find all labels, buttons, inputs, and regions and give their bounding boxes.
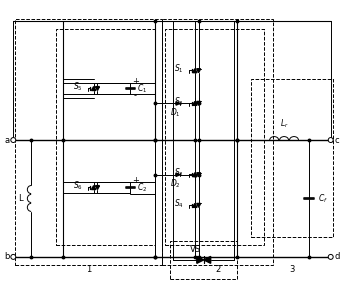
Polygon shape [204,256,211,263]
Text: $C_f$: $C_f$ [318,192,328,205]
Text: VS: VS [190,245,201,255]
Text: $D_2$: $D_2$ [170,177,180,190]
Text: -: - [134,190,137,199]
Circle shape [11,138,16,143]
Polygon shape [92,185,96,190]
Text: +: + [132,176,139,185]
Circle shape [328,138,333,143]
Text: $S_1$: $S_1$ [174,62,184,75]
Text: $C_1$: $C_1$ [137,82,147,95]
Polygon shape [193,203,197,207]
Polygon shape [92,87,96,90]
Text: +: + [132,77,139,86]
Text: 1: 1 [86,265,91,274]
Polygon shape [193,69,197,73]
Polygon shape [197,203,201,207]
Text: $S_6$: $S_6$ [73,179,83,192]
Polygon shape [96,87,99,90]
Text: a: a [4,136,9,145]
Text: $L_r$: $L_r$ [280,118,289,130]
Text: -: - [134,91,137,100]
Bar [251,79,333,237]
Polygon shape [197,173,201,177]
Polygon shape [176,173,180,177]
Circle shape [328,254,333,259]
Text: L: L [19,194,23,203]
Text: b: b [4,252,9,262]
Text: $S_5$: $S_5$ [73,80,83,93]
Bar [162,19,273,265]
Polygon shape [193,101,197,105]
Text: $S_4$: $S_4$ [174,197,184,210]
Bar [15,19,162,265]
Text: d: d [335,252,340,262]
Polygon shape [176,102,180,105]
Bar [170,241,237,279]
Bar [165,29,264,245]
Text: $S_2$: $S_2$ [174,95,184,108]
Polygon shape [197,69,201,73]
Bar [56,29,155,245]
Circle shape [11,254,16,259]
Text: 3: 3 [289,265,295,274]
Text: 2: 2 [215,265,220,274]
Polygon shape [193,173,197,177]
Polygon shape [197,101,201,105]
Text: $C_2$: $C_2$ [137,181,147,194]
Text: c: c [335,136,339,145]
Text: $S_3$: $S_3$ [174,166,184,179]
Text: $D_1$: $D_1$ [170,106,180,119]
Polygon shape [197,256,204,263]
Polygon shape [96,185,99,190]
